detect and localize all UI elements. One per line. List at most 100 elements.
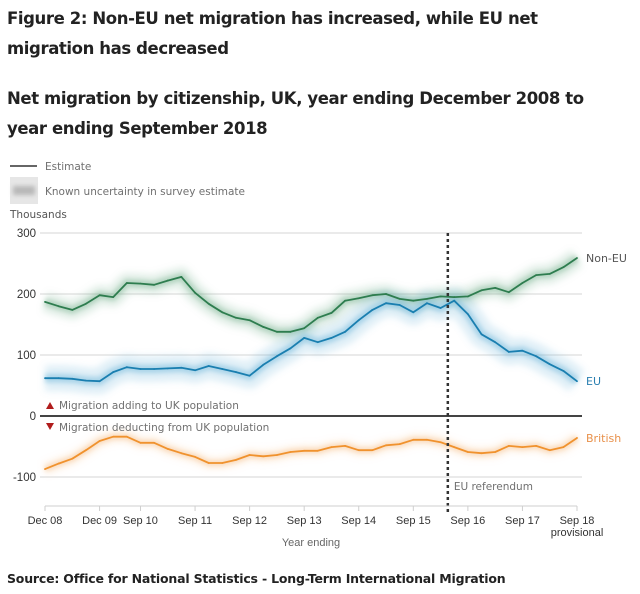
figure-title: Figure 2: Non-EU net migration has incre… xyxy=(7,9,538,58)
non-eu-point xyxy=(98,294,101,297)
british-point xyxy=(262,455,265,458)
eu-point xyxy=(207,365,210,367)
eu-point xyxy=(275,355,278,358)
x-tick-label: Sep 10 xyxy=(123,515,158,527)
eu-line xyxy=(45,299,578,383)
non-eu-point xyxy=(316,316,319,319)
non-eu-point xyxy=(480,289,483,292)
british-point xyxy=(521,446,524,449)
series-lines xyxy=(44,257,578,470)
x-tick-sublabel: provisional xyxy=(551,527,604,539)
british-point xyxy=(371,449,374,452)
eu-point xyxy=(330,337,333,339)
british-point xyxy=(235,459,237,461)
x-tick-label: Sep 11 xyxy=(178,515,212,527)
british-point xyxy=(57,462,60,465)
eu-point xyxy=(139,368,142,370)
british-point xyxy=(125,435,128,438)
british-point xyxy=(166,448,169,450)
non-eu-point xyxy=(385,293,387,295)
british-point xyxy=(85,449,87,452)
non-eu-point xyxy=(439,295,442,298)
annotation-adding: Migration adding to UK population xyxy=(59,400,239,412)
legend: Estimate Known uncertainty in survey est… xyxy=(10,161,245,204)
non-eu-point xyxy=(357,297,360,300)
eu-point xyxy=(166,367,169,370)
y-tick-label: 0 xyxy=(30,411,36,423)
eu-point xyxy=(535,355,537,358)
non-eu-point xyxy=(275,330,278,333)
british-point xyxy=(153,441,156,444)
non-eu-point xyxy=(112,296,115,298)
eu-point xyxy=(371,308,374,311)
non-eu-point xyxy=(507,291,510,294)
non-eu-point xyxy=(180,276,183,278)
non-eu-point xyxy=(548,272,551,275)
eu-point xyxy=(262,363,265,366)
eu-point xyxy=(98,380,101,383)
british-point xyxy=(112,435,115,438)
non-eu-point xyxy=(207,302,210,305)
non-eu-point xyxy=(125,282,128,284)
british-point xyxy=(466,451,469,453)
eu-point xyxy=(453,299,456,302)
non-eu-line xyxy=(44,257,578,333)
british-point xyxy=(330,446,333,449)
british-point xyxy=(275,454,278,456)
x-tick-label: Dec 09 xyxy=(82,515,117,527)
british-point xyxy=(439,441,442,444)
non-eu-point xyxy=(453,296,456,298)
x-tick-label: Dec 08 xyxy=(28,515,63,527)
eu-series-label: EU xyxy=(586,375,601,388)
eu-point xyxy=(398,304,401,306)
x-tick-label: Sep 12 xyxy=(232,515,267,527)
eu-point xyxy=(235,371,237,373)
y-axis-label: Thousands xyxy=(9,209,67,221)
british-point xyxy=(289,451,292,453)
non-eu-point xyxy=(494,287,497,289)
british-series-label: British xyxy=(586,432,621,445)
british-point xyxy=(221,462,224,464)
british-point xyxy=(98,440,101,442)
chart: Estimate Known uncertainty in survey est… xyxy=(9,161,627,549)
british-point xyxy=(507,444,510,447)
non-eu-series-label: Non-EU xyxy=(586,252,627,265)
british-point xyxy=(248,454,251,456)
non-eu-point xyxy=(139,282,142,285)
eu-point xyxy=(412,311,415,314)
british-point xyxy=(385,444,387,447)
british-point xyxy=(71,457,74,460)
direction-annotations: Migration adding to UK population Migrat… xyxy=(46,400,269,434)
non-eu-point xyxy=(371,294,374,297)
british-point xyxy=(357,449,360,452)
eu-point xyxy=(125,366,128,369)
source-note: Source: Office for National Statistics -… xyxy=(7,571,506,586)
eu-point xyxy=(344,330,347,333)
x-tick-label: Sep 16 xyxy=(450,515,485,527)
british-point xyxy=(562,446,565,449)
non-eu-point xyxy=(262,326,265,328)
non-eu-point xyxy=(562,266,565,269)
eu-point xyxy=(85,379,87,382)
british-point xyxy=(426,438,428,441)
eu-point xyxy=(71,377,74,380)
eu-point xyxy=(153,368,156,370)
british-point xyxy=(494,451,497,453)
eu-point xyxy=(221,368,224,370)
eu-point xyxy=(466,313,469,316)
x-tick-label: Sep 15 xyxy=(396,515,431,527)
eu-point xyxy=(439,307,442,309)
eu-point xyxy=(385,302,387,305)
x-tick-label: Sep 14 xyxy=(341,515,376,527)
non-eu-point xyxy=(57,305,60,308)
british-point xyxy=(453,446,456,449)
british-point xyxy=(207,462,210,464)
non-eu-point xyxy=(235,316,237,319)
british-point xyxy=(139,441,142,444)
series-labels: Non-EU EU British xyxy=(586,252,627,445)
british-line xyxy=(44,435,578,470)
eu-point xyxy=(194,369,196,372)
non-eu-point xyxy=(71,308,74,311)
non-eu-point xyxy=(194,291,196,294)
non-eu-point xyxy=(535,274,537,276)
